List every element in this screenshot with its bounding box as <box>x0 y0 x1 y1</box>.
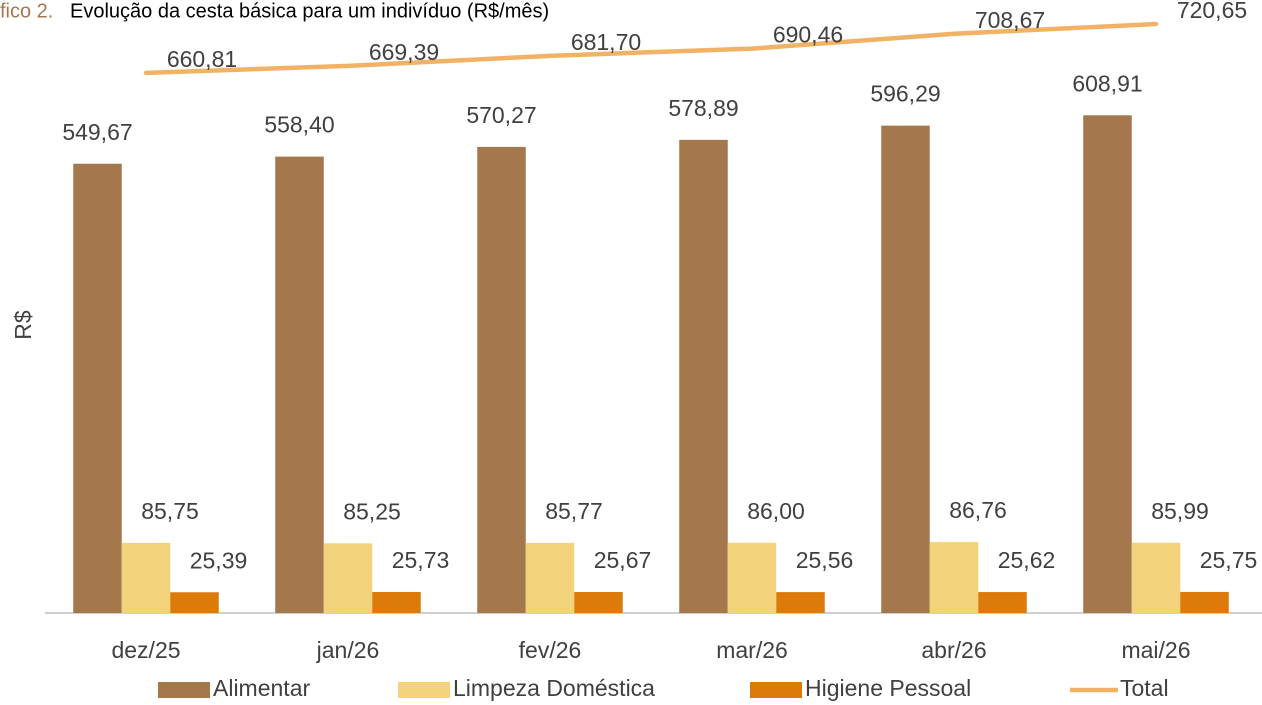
bar <box>929 542 979 613</box>
data-label: 690,46 <box>773 22 843 48</box>
bar <box>477 146 526 613</box>
data-label: 86,00 <box>747 498 805 524</box>
data-label: 549,67 <box>62 119 132 145</box>
bar <box>574 592 623 613</box>
x-tick-label: mai/26 <box>1121 637 1190 663</box>
bar <box>679 139 728 613</box>
legend-label: Limpeza Doméstica <box>453 675 655 701</box>
data-label: 85,75 <box>141 498 199 524</box>
data-label: 85,99 <box>1151 498 1209 524</box>
bar <box>1083 115 1132 613</box>
bar <box>881 125 930 613</box>
data-label: 25,39 <box>190 547 248 573</box>
y-axis-label: R$ <box>10 310 36 340</box>
data-label: 669,39 <box>369 39 439 65</box>
data-label: 608,91 <box>1072 70 1142 96</box>
bar <box>73 163 122 613</box>
chart-title-prefix: fico 2. <box>0 0 53 22</box>
bar <box>170 592 219 613</box>
chart-title: Evolução da cesta básica para um indivíd… <box>70 0 549 22</box>
data-label: 85,77 <box>545 498 603 524</box>
line <box>143 21 1159 76</box>
x-tick-label: jan/26 <box>316 637 380 663</box>
bar <box>776 592 825 613</box>
bar <box>978 592 1027 613</box>
legend-label: Total <box>1120 675 1169 701</box>
bar <box>525 542 575 613</box>
data-label: 25,67 <box>594 547 652 573</box>
legend-swatch <box>398 682 450 698</box>
legend-swatch <box>158 682 210 698</box>
legend-label: Higiene Pessoal <box>805 675 971 701</box>
bar <box>727 542 777 613</box>
data-label: 578,89 <box>668 95 738 121</box>
data-label: 25,73 <box>392 547 450 573</box>
data-label: 720,65 <box>1177 0 1247 23</box>
bar <box>323 543 373 613</box>
data-label: 558,40 <box>264 112 334 138</box>
x-tick-label: fev/26 <box>519 637 582 663</box>
data-label: 25,75 <box>1200 547 1258 573</box>
bar <box>372 591 421 613</box>
bar <box>1131 542 1181 613</box>
bar <box>1180 591 1229 613</box>
x-tick-label: dez/25 <box>111 637 180 663</box>
bar <box>275 156 324 613</box>
data-label: 25,56 <box>796 547 854 573</box>
data-label: 660,81 <box>167 46 237 72</box>
data-label: 86,76 <box>949 497 1007 523</box>
data-label: 596,29 <box>870 81 940 107</box>
bar <box>121 542 171 613</box>
data-label: 85,25 <box>343 498 401 524</box>
data-label: 570,27 <box>466 102 536 128</box>
data-label: 708,67 <box>975 7 1045 33</box>
x-tick-label: abr/26 <box>921 637 986 663</box>
data-label: 25,62 <box>998 547 1056 573</box>
legend-label: Alimentar <box>213 675 310 701</box>
x-tick-label: mar/26 <box>716 637 788 663</box>
legend-swatch <box>750 682 802 698</box>
data-label: 681,70 <box>571 29 641 55</box>
